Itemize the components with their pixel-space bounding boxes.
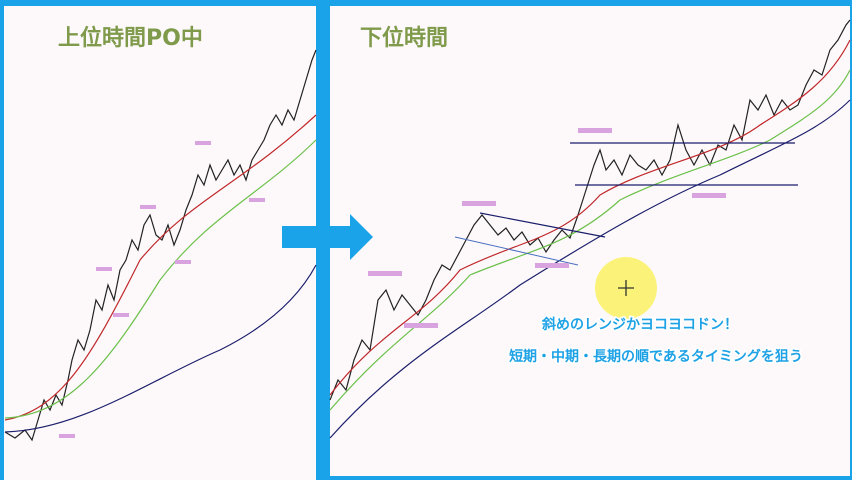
channel-line <box>479 212 606 238</box>
short-ma <box>4 114 317 421</box>
price-line <box>4 49 317 442</box>
right-title: 下位時間 <box>360 25 448 51</box>
mid-ma <box>329 69 851 411</box>
marker <box>578 128 612 133</box>
marker <box>404 323 438 328</box>
marker <box>249 198 265 202</box>
right-chart <box>329 19 851 439</box>
arrow <box>282 214 373 260</box>
right-panel <box>330 6 850 476</box>
marker <box>195 141 211 145</box>
note: 短期・中期・長期の順であるタイミングを狙う <box>509 348 803 365</box>
marker <box>692 193 726 198</box>
note: 斜めのレンジかヨコヨコドン！ <box>541 316 738 333</box>
channel-line <box>454 236 579 266</box>
marker <box>113 313 129 317</box>
mid-ma <box>4 139 317 419</box>
marker <box>96 267 112 271</box>
left-chart <box>4 49 317 442</box>
marker <box>535 263 569 268</box>
marker <box>140 205 156 209</box>
marker <box>175 260 191 264</box>
short-ma <box>329 39 851 396</box>
cursor <box>618 280 634 296</box>
marker <box>368 271 402 276</box>
marker <box>462 201 496 206</box>
left-title: 上位時間PO中 <box>58 25 203 51</box>
price-line <box>329 19 851 401</box>
left-panel <box>4 6 316 480</box>
long-ma <box>4 264 317 433</box>
marker <box>59 434 75 438</box>
